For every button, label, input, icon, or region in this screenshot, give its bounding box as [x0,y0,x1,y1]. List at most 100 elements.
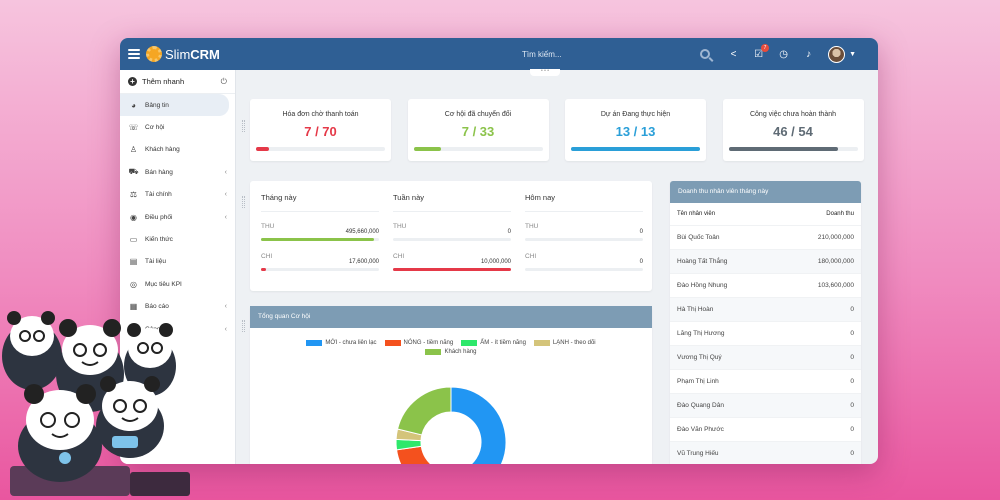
employee-revenue: 210,000,000 [817,234,854,241]
chevron-left-icon: ‹ [224,168,227,176]
cart-icon: ⛟ [128,167,139,177]
legend-label: Khách hàng [444,349,477,355]
employee-revenue: 180,000,000 [817,258,854,265]
kpi-progress-fill [256,147,269,151]
share-icon[interactable]: < [730,48,737,60]
employee-name: Đào Quang Dân [677,402,724,409]
search-input[interactable]: Tìm kiếm... [522,49,562,59]
finance-card: Tháng này THU 495,660,000 CHI 17,600,000… [250,181,652,291]
employee-revenue: 0 [850,426,854,433]
gear-logo-icon [146,46,162,62]
sidebar-item[interactable]: ☏ Cơ hội [120,116,235,138]
table-row[interactable]: Đào Quang Dân 0 [670,393,861,417]
donut-chart [395,386,507,464]
top-icons: < ☑ 7 ◷ ♪ ▼ [700,38,856,70]
pie-slice[interactable] [450,386,507,464]
chevron-down-icon[interactable]: ▼ [849,50,856,58]
col-name-header: Tên nhân viên [677,211,716,217]
sidebar-item-label: Kiến thức [145,236,173,244]
quick-add-button[interactable]: + Thêm nhanh ⏻ [120,70,235,94]
plus-icon: + [128,77,137,86]
employee-name: Vũ Trung Hiếu [677,450,719,457]
employee-revenue: 0 [850,354,854,361]
period-title: Hôm nay [525,193,556,202]
legend-item[interactable]: NÓNG - tiềm năng [384,340,453,346]
income-label: THU [261,223,275,230]
legend-item[interactable]: MỚI - chưa liên lạc [306,340,377,346]
legend-item[interactable]: Khách hàng [425,349,477,355]
expense-label: CHI [393,253,405,260]
drag-handle-icon[interactable] [242,196,245,208]
table-row[interactable]: Vương Thị Quý 0 [670,345,861,369]
drag-handle-icon[interactable] [242,120,245,132]
pie-slice[interactable] [395,445,467,464]
sidebar-item[interactable]: ◉ Điều phối ‹ [120,206,235,228]
tasks-icon[interactable]: ☑ 7 [753,43,770,60]
user-avatar[interactable] [828,45,846,63]
income-label: THU [525,223,539,230]
table-row[interactable]: Hà Thị Hoàn 0 [670,297,861,321]
kpi-card[interactable]: Dự án Đang thực hiện 13 / 13 [565,99,706,161]
expense-track [261,268,379,271]
table-row[interactable]: Đào Hồng Nhung 103,600,000 [670,273,861,297]
chevron-left-icon: ‹ [224,213,227,221]
employee-revenue: 0 [850,306,854,313]
app-logo[interactable]: Slim CRM [146,46,220,62]
period-title: Tuần này [393,193,424,202]
clock-icon[interactable]: ◷ [779,48,788,60]
eye-icon: ◉ [130,212,137,222]
sidebar-item[interactable]: ◎ Mục tiêu KPI [120,273,235,295]
bell-icon[interactable]: ♪ [806,48,812,60]
kpi-title: Hóa đơn chờ thanh toán [282,111,359,118]
divider [525,211,643,212]
employee-revenue: 103,600,000 [817,282,854,289]
income-track [261,238,379,241]
legend-item[interactable]: ẤM - ít tiềm năng [461,340,526,346]
collapse-handle[interactable]: • • • [530,69,560,76]
income-value: 0 [507,229,511,235]
sidebar-item[interactable]: ◕ Bảng tin [120,94,229,117]
employee-revenue: 0 [850,330,854,337]
chevron-left-icon: ‹ [224,191,227,199]
logo-prefix: Slim [165,46,191,62]
sidebar-item[interactable]: ▦ Báo cáo ‹ [120,296,235,318]
power-icon[interactable]: ⏻ [220,76,227,86]
income-track [525,238,643,241]
divider [261,211,379,212]
legend-swatch [306,340,323,346]
kpi-card[interactable]: Hóa đơn chờ thanh toán 7 / 70 [250,99,391,161]
table-row[interactable]: Lăng Thị Hương 0 [670,321,861,345]
search-icon[interactable] [700,49,711,59]
kpi-card[interactable]: Công việc chưa hoàn thành 46 / 54 [722,99,864,161]
expense-track [525,268,643,271]
legend-label: LẠNH - theo dõi [552,340,596,346]
sidebar-item[interactable]: ▤ Tài liệu [120,251,235,273]
table-row[interactable]: Vũ Trung Hiếu 0 [670,441,861,464]
table-row[interactable]: Đào Văn Phước 0 [670,417,861,441]
employee-revenue: 0 [850,402,854,409]
table-row[interactable]: Bùi Quốc Toản 210,000,000 [670,225,861,249]
panda-mascot-illustration [2,311,190,496]
revenue-title: Doanh thu nhân viên tháng này [670,181,861,203]
expense-label: CHI [261,253,273,260]
income-label: THU [393,223,407,230]
sidebar-item-label: Báo cáo [145,303,169,311]
legend-swatch [461,340,478,346]
table-header: Tên nhân viên Doanh thu [670,203,861,225]
kpi-progress-track [728,147,858,151]
sidebar-item[interactable]: ♙ Khách hàng [120,139,235,161]
chevron-left-icon: ‹ [224,303,227,311]
sidebar-item[interactable]: ⛟ Bán hàng ‹ [120,161,235,183]
hamburger-menu-icon[interactable] [128,47,140,61]
legend-item[interactable]: LẠNH - theo dõi [533,340,596,346]
pie-slice[interactable] [396,386,452,436]
table-row[interactable]: Hoàng Tất Thắng 180,000,000 [670,249,861,273]
kpi-card[interactable]: Cơ hội đã chuyển đổi 7 / 33 [407,99,549,161]
table-row[interactable]: Phạm Thị Linh 0 [670,369,861,393]
drag-handle-icon[interactable] [242,320,245,332]
sidebar-item[interactable]: ⚖ Tài chính ‹ [120,184,235,206]
kpi-value: 46 / 54 [773,124,813,139]
kpi-progress-fill [728,147,839,151]
crm-window: Slim CRM Tìm kiếm... < ☑ 7 ◷ ♪ ▼ • • • + T… [120,38,878,464]
sidebar-item[interactable]: ▭ Kiến thức [120,228,235,250]
